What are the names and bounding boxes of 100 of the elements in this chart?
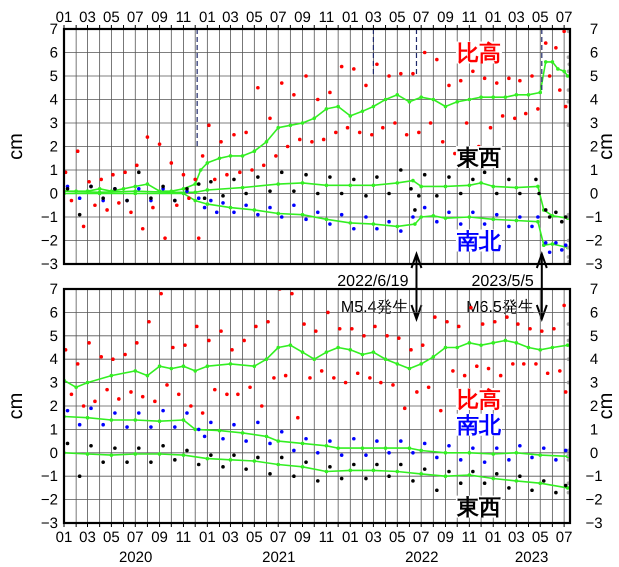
x-tick-label: 07 bbox=[270, 529, 287, 546]
x-tick-label: 01 bbox=[342, 529, 359, 546]
y2-tick-label: −2 bbox=[585, 232, 603, 250]
y-tick-label: 7 bbox=[50, 21, 58, 38]
x-tick-label: 05 bbox=[388, 529, 406, 546]
series-label: 比高 bbox=[456, 40, 501, 66]
y2-tick-label: 5 bbox=[590, 68, 598, 85]
x-tick-label: 07 bbox=[126, 529, 144, 546]
x-tick-label: 11 bbox=[176, 529, 192, 546]
x-tick-label: 01 bbox=[484, 529, 502, 546]
x-tick-label: 03 bbox=[222, 529, 239, 546]
x-tick-label: 05 bbox=[246, 529, 263, 546]
y-tick-label: 3 bbox=[50, 374, 58, 392]
y-axis-title: cm bbox=[5, 392, 27, 420]
x2-tick-label: 11 bbox=[176, 9, 192, 26]
y2-tick-label: 1 bbox=[590, 421, 598, 438]
y2-tick-label: −3 bbox=[585, 256, 603, 273]
y-tick-label: −1 bbox=[40, 209, 58, 226]
x-tick-label: 09 bbox=[294, 529, 311, 546]
y-tick-label: 6 bbox=[50, 44, 58, 62]
y2-tick-label: 0 bbox=[590, 186, 598, 202]
y-tick-label: 2 bbox=[50, 398, 58, 415]
x-tick-label: 11 bbox=[318, 529, 334, 546]
x-tick-label: 09 bbox=[151, 529, 168, 546]
y2-tick-label: 4 bbox=[590, 351, 598, 368]
text: 2022 bbox=[405, 549, 438, 566]
y-tick-label: 3 bbox=[50, 115, 58, 132]
y-tick-label: −3 bbox=[40, 256, 58, 273]
text: 2023 bbox=[514, 549, 548, 566]
x-tick-label: 07 bbox=[412, 529, 430, 546]
x2-tick-label: 05 bbox=[388, 9, 406, 26]
y2-tick-label: 1 bbox=[590, 162, 598, 179]
x-tick-label: 01 bbox=[198, 529, 216, 546]
y2-tick-label: 2 bbox=[590, 398, 598, 415]
y-tick-label: 0 bbox=[50, 186, 58, 202]
y-tick-label: −3 bbox=[40, 515, 58, 532]
y-tick-label: −2 bbox=[40, 232, 58, 250]
x-tick-label: 05 bbox=[103, 529, 120, 546]
series-label: 南北 bbox=[456, 228, 502, 254]
text: 2021 bbox=[262, 549, 296, 566]
series-label: 東西 bbox=[456, 494, 501, 520]
x2-tick-label: 03 bbox=[222, 9, 239, 26]
y2-tick-label: −1 bbox=[585, 468, 603, 486]
y2-tick-label: 6 bbox=[590, 44, 598, 62]
y2-tick-label: 6 bbox=[590, 304, 598, 322]
y2-tick-label: −2 bbox=[585, 492, 603, 509]
series-label: 比高 bbox=[456, 386, 501, 412]
x2-tick-label: 07 bbox=[556, 9, 572, 26]
y2-tick-label: 0 bbox=[590, 444, 598, 462]
y-tick-label: 2 bbox=[50, 138, 58, 156]
x-tick-label: 01 bbox=[56, 529, 72, 546]
x-tick-label: 03 bbox=[79, 529, 96, 546]
y2-tick-label: 7 bbox=[590, 21, 598, 38]
x2-tick-label: 11 bbox=[318, 9, 334, 26]
y2-tick-label: −3 bbox=[585, 515, 603, 532]
y2-tick-label: 3 bbox=[590, 115, 598, 132]
x2-tick-label: 03 bbox=[508, 9, 525, 26]
x-tick-label: 07 bbox=[556, 529, 572, 546]
x-tick-label: 03 bbox=[365, 529, 382, 546]
annotation: 2022/6/19 bbox=[337, 273, 409, 290]
x2-tick-label: 01 bbox=[484, 9, 502, 26]
text: 2020 bbox=[118, 549, 152, 566]
x2-tick-label: 09 bbox=[151, 9, 168, 26]
y-tick-label: −2 bbox=[40, 492, 58, 509]
y-tick-label: 4 bbox=[50, 92, 58, 108]
y-tick-label: 1 bbox=[50, 162, 58, 179]
x2-tick-label: 03 bbox=[79, 9, 96, 26]
x-tick-label: 09 bbox=[437, 529, 454, 546]
x2-tick-label: 03 bbox=[365, 9, 382, 26]
series-label: 東西 bbox=[456, 145, 501, 170]
x-tick-label: 05 bbox=[532, 529, 549, 546]
y2-tick-label: 5 bbox=[590, 328, 598, 345]
x2-tick-label: 05 bbox=[103, 9, 120, 26]
y2-tick-label: −1 bbox=[585, 209, 603, 226]
x2-tick-label: 09 bbox=[437, 9, 454, 26]
x2-tick-label: 07 bbox=[270, 9, 287, 26]
x2-tick-label: 05 bbox=[246, 9, 263, 26]
x2-tick-label: 01 bbox=[198, 9, 216, 26]
y-tick-label: 1 bbox=[50, 421, 58, 438]
x2-tick-label: 09 bbox=[294, 9, 311, 26]
y-tick-label: 6 bbox=[50, 304, 58, 322]
x2-tick-label: 07 bbox=[126, 9, 144, 26]
series-label: 南北 bbox=[456, 412, 502, 438]
y-tick-label: 7 bbox=[50, 281, 58, 298]
y2-tick-label: 2 bbox=[590, 138, 598, 156]
x2-tick-label: 11 bbox=[462, 9, 478, 26]
y-tick-label: −1 bbox=[40, 468, 58, 486]
x2-tick-label: 05 bbox=[532, 9, 549, 26]
x2-tick-label: 01 bbox=[342, 9, 359, 26]
y-axis-title: cm bbox=[5, 133, 27, 160]
y-tick-label: 5 bbox=[50, 68, 58, 85]
y-tick-label: 0 bbox=[50, 444, 58, 462]
y-tick-label: 5 bbox=[50, 328, 58, 345]
y-tick-label: 4 bbox=[50, 351, 58, 368]
y2-tick-label: 7 bbox=[590, 281, 598, 298]
y2-tick-label: 4 bbox=[590, 92, 598, 108]
x-tick-label: 03 bbox=[508, 529, 525, 546]
x2-tick-label: 07 bbox=[412, 9, 430, 26]
x-tick-label: 11 bbox=[462, 529, 478, 546]
y2-tick-label: 3 bbox=[590, 374, 598, 392]
